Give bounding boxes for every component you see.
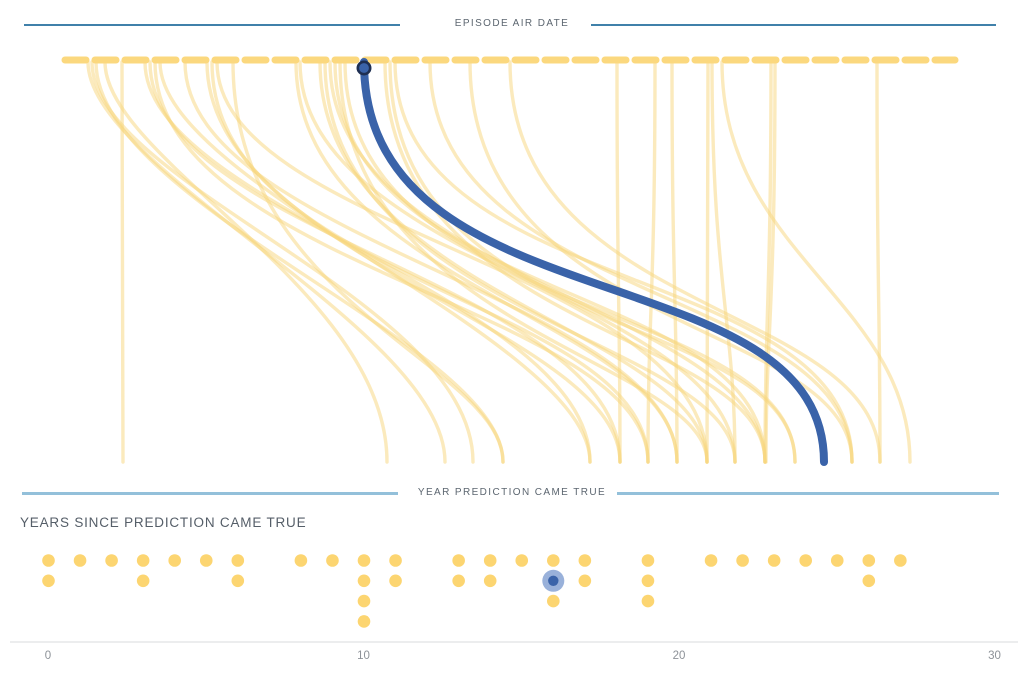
mid-axis-label: YEAR PREDICTION CAME TRUE: [417, 487, 607, 498]
highlighted-curve[interactable]: [360, 58, 828, 466]
prediction-curve[interactable]: [875, 60, 882, 464]
mid-divider-right-line: [617, 492, 999, 495]
dot[interactable]: [547, 594, 560, 608]
prediction-curve[interactable]: [318, 60, 709, 464]
dot[interactable]: [357, 615, 371, 628]
dot[interactable]: [767, 554, 781, 567]
dot[interactable]: [483, 574, 497, 588]
dot[interactable]: [231, 574, 245, 588]
dot[interactable]: [73, 554, 87, 567]
dot[interactable]: [452, 554, 465, 567]
prediction-curve[interactable]: [231, 60, 505, 464]
dot[interactable]: [105, 554, 118, 567]
prediction-curve[interactable]: [94, 60, 505, 464]
dot[interactable]: [641, 574, 655, 588]
dot[interactable]: [42, 554, 55, 567]
prediction-curve[interactable]: [383, 60, 767, 464]
prediction-curve[interactable]: [428, 60, 854, 464]
dot[interactable]: [578, 574, 592, 588]
prediction-curve[interactable]: [103, 60, 389, 464]
dot[interactable]: [641, 554, 655, 567]
dot[interactable]: [136, 554, 150, 567]
prediction-curve[interactable]: [205, 60, 622, 464]
dot[interactable]: [799, 554, 812, 567]
prediction-curve[interactable]: [143, 60, 592, 464]
prediction-curve[interactable]: [333, 60, 767, 464]
prediction-curve[interactable]: [468, 60, 854, 464]
dot[interactable]: [357, 594, 371, 608]
mid-divider-left-line: [22, 492, 398, 495]
axis-tick-label: 0: [45, 650, 51, 662]
prediction-curve[interactable]: [710, 60, 737, 464]
highlighted-curve-marker[interactable]: [356, 60, 372, 76]
highlighted-dot[interactable]: [548, 575, 559, 586]
dot[interactable]: [452, 574, 465, 588]
prediction-curve[interactable]: [615, 60, 622, 464]
dot[interactable]: [357, 554, 371, 567]
dot[interactable]: [231, 554, 245, 567]
prediction-curve[interactable]: [670, 60, 679, 464]
prediction-curve[interactable]: [153, 60, 650, 464]
axis-tick-label: 20: [673, 650, 686, 662]
dot[interactable]: [483, 554, 497, 567]
prediction-curve[interactable]: [210, 60, 650, 464]
dot[interactable]: [389, 554, 402, 567]
dot[interactable]: [136, 574, 150, 588]
prediction-curve[interactable]: [183, 60, 679, 464]
prediction-curve[interactable]: [646, 60, 657, 464]
prediction-curve[interactable]: [764, 60, 777, 464]
dot[interactable]: [862, 574, 876, 588]
prediction-curve[interactable]: [393, 60, 854, 464]
prediction-curve[interactable]: [388, 60, 797, 464]
prediction-curve[interactable]: [720, 60, 912, 464]
top-divider-left-line: [24, 24, 400, 26]
dot[interactable]: [862, 554, 876, 567]
dot[interactable]: [326, 554, 339, 567]
dot[interactable]: [294, 554, 308, 567]
prediction-curve[interactable]: [508, 60, 882, 464]
dot[interactable]: [42, 574, 55, 588]
dot[interactable]: [168, 554, 181, 567]
prediction-curve[interactable]: [705, 60, 710, 464]
top-axis-label: EPISODE AIR DATE: [454, 18, 570, 29]
axis-tick-label: 10: [357, 650, 370, 662]
dot[interactable]: [515, 554, 529, 567]
dot[interactable]: [389, 574, 402, 588]
dot[interactable]: [641, 594, 655, 608]
prediction-curve[interactable]: [338, 60, 709, 464]
prediction-curve[interactable]: [120, 60, 125, 464]
prediction-curve[interactable]: [294, 60, 679, 464]
prediction-curve[interactable]: [323, 60, 737, 464]
dot[interactable]: [830, 554, 844, 567]
dot[interactable]: [578, 554, 592, 567]
dot[interactable]: [736, 554, 749, 567]
dot[interactable]: [199, 554, 213, 567]
top-divider-right-line: [591, 24, 996, 26]
axis-tick-label: 30: [988, 650, 1001, 662]
dot[interactable]: [704, 554, 718, 567]
dot[interactable]: [357, 574, 371, 588]
dot-plot-title: YEARS SINCE PREDICTION CAME TRUE: [20, 515, 307, 530]
dot[interactable]: [894, 554, 907, 567]
dot[interactable]: [547, 554, 560, 567]
